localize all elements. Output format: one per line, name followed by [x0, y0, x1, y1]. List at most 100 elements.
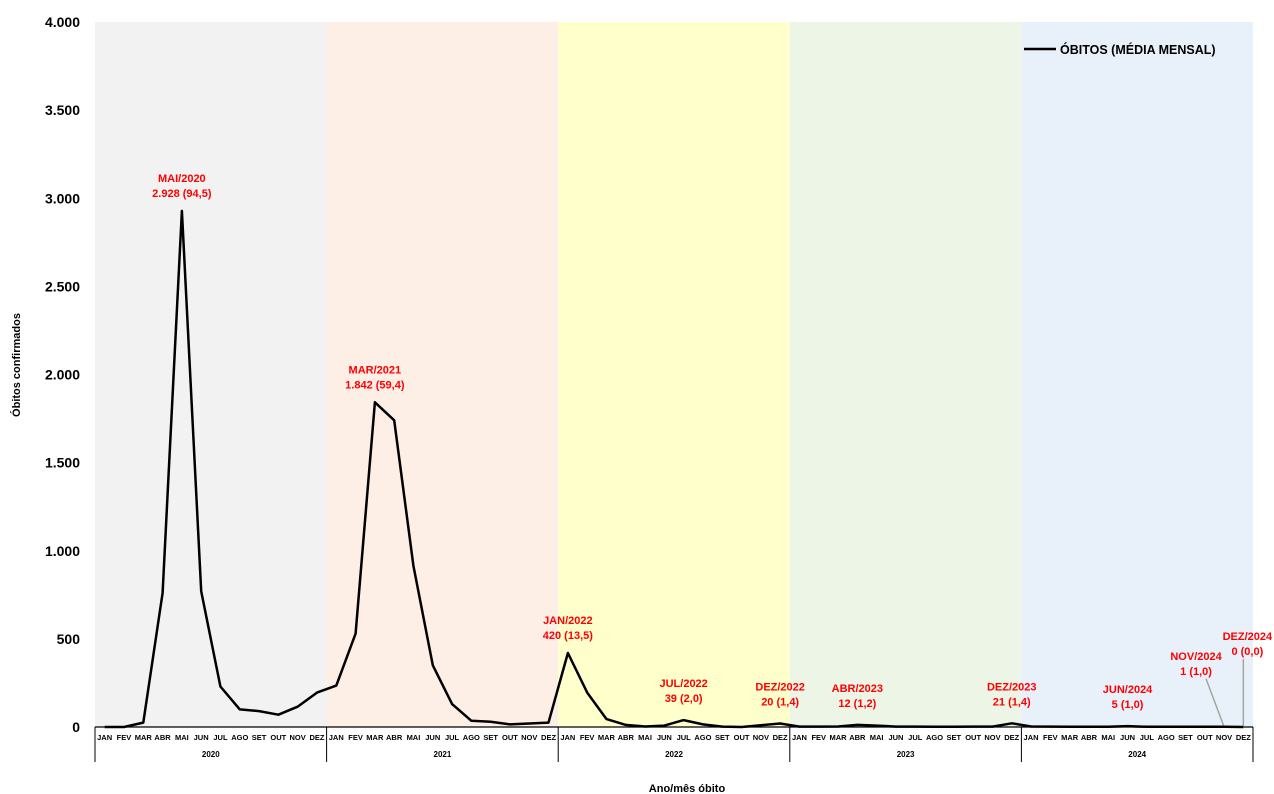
x-tick-month: DEZ: [309, 733, 324, 742]
x-tick-month: JAN: [97, 733, 112, 742]
y-axis-ticks: 0 500 1.000 1.500 2.000 2.500 3.000 3.500 4.000: [45, 14, 80, 735]
annotation-label: 420 (13,5): [543, 630, 593, 642]
x-tick-month: OUT: [270, 733, 286, 742]
x-tick-month: JUL: [1140, 733, 1155, 742]
x-tick-month: JUN: [194, 733, 209, 742]
annotation-label: 20 (1,4): [761, 696, 799, 708]
annotation-label: 1.842 (59,4): [345, 379, 405, 391]
annotation-label: DEZ/2022: [755, 681, 805, 693]
annotation-label: 21 (1,4): [993, 696, 1031, 708]
x-tick-month: JUN: [888, 733, 903, 742]
x-tick-month: SET: [252, 733, 267, 742]
y-tick-label: 1.500: [45, 455, 80, 471]
y-tick-label: 1.000: [45, 543, 80, 559]
year-bands: [95, 22, 1253, 727]
annotation-label: NOV/2024: [1170, 651, 1222, 663]
x-tick-month: NOV: [984, 733, 1000, 742]
x-tick-month: MAI: [870, 733, 884, 742]
x-tick-month: FEV: [811, 733, 826, 742]
x-tick-month: JUL: [445, 733, 460, 742]
x-tick-month: NOV: [290, 733, 306, 742]
x-tick-month: AGO: [231, 733, 248, 742]
y-tick-label: 500: [57, 631, 81, 647]
x-tick-month: OUT: [734, 733, 750, 742]
y-tick-label: 2.000: [45, 367, 80, 383]
x-tick-month: FEV: [580, 733, 595, 742]
y-tick-label: 2.500: [45, 278, 80, 294]
x-tick-month: MAI: [638, 733, 652, 742]
x-tick-year: 2021: [434, 750, 452, 759]
x-tick-month: AGO: [463, 733, 480, 742]
x-tick-month: MAR: [1061, 733, 1079, 742]
x-tick-month: DEZ: [1004, 733, 1019, 742]
x-tick-year: 2020: [202, 750, 220, 759]
x-tick-month: OUT: [502, 733, 518, 742]
x-tick-month: JUL: [677, 733, 692, 742]
legend: ÓBITOS (MÉDIA MENSAL): [1024, 42, 1216, 57]
y-tick-label: 4.000: [45, 14, 80, 30]
x-axis-title: Ano/mês óbito: [649, 783, 726, 794]
annotation-label: DEZ/2023: [987, 681, 1037, 693]
annotation-label: JUL/2022: [659, 678, 707, 690]
x-tick-month: MAI: [175, 733, 189, 742]
x-tick-month: FEV: [348, 733, 363, 742]
annotations: MAI/2020 2.928 (94,5) MAR/2021 1.842 (59,4)…: [152, 173, 1273, 711]
x-tick-month: FEV: [117, 733, 132, 742]
x-tick-month: ABR: [386, 733, 403, 742]
series-lines: [104, 209, 1244, 729]
annotation-label: JAN/2022: [543, 615, 593, 627]
x-tick-month: JUN: [1120, 733, 1135, 742]
x-tick-month: ABR: [618, 733, 635, 742]
x-tick-month: ABR: [154, 733, 171, 742]
x-tick-month: JAN: [329, 733, 344, 742]
x-tick-month: SET: [715, 733, 730, 742]
x-tick-month: JUN: [657, 733, 672, 742]
x-tick-month: MAI: [407, 733, 421, 742]
annotation-label: ABR/2023: [832, 683, 883, 695]
x-tick-month: MAR: [830, 733, 848, 742]
x-tick-month: JUL: [213, 733, 228, 742]
annotation-label: JUN/2024: [1103, 684, 1153, 696]
year-band-2022: [558, 22, 790, 727]
x-tick-month: SET: [947, 733, 962, 742]
x-tick-month: DEZ: [773, 733, 788, 742]
annotation-label: 5 (1,0): [1112, 699, 1144, 711]
x-tick-year: 2024: [1128, 750, 1146, 759]
annotation-leader: [1205, 678, 1225, 728]
x-tick-month: JAN: [1024, 733, 1039, 742]
x-tick-month: JAN: [560, 733, 575, 742]
annotation-label: 1 (1,0): [1180, 666, 1212, 678]
year-band-2023: [789, 22, 1022, 727]
annotation-label: 12 (1,2): [838, 698, 876, 710]
legend-label: ÓBITOS (MÉDIA MENSAL): [1060, 42, 1216, 57]
year-band-2021: [326, 22, 559, 727]
x-tick-month: OUT: [965, 733, 981, 742]
annotation-leaders: [1205, 659, 1245, 728]
x-tick-month: ABR: [1081, 733, 1098, 742]
x-tick-month: FEV: [1043, 733, 1058, 742]
y-axis-title: Óbitos confirmados: [10, 313, 23, 417]
x-tick-month: OUT: [1197, 733, 1213, 742]
x-tick-month: MAR: [598, 733, 616, 742]
x-axis: JAN FEV MAR ABR MAI JUN JUL AGO SET OUT NOV DEZ JAN F…: [94, 726, 1254, 762]
x-tick-month: AGO: [694, 733, 711, 742]
x-tick-month: DEZ: [1236, 733, 1251, 742]
x-tick-month: NOV: [521, 733, 537, 742]
x-tick-month: JUN: [425, 733, 440, 742]
y-tick-label: 3.500: [45, 102, 80, 118]
y-tick-label: 3.000: [45, 190, 80, 206]
year-band-2024: [1021, 22, 1253, 727]
x-tick-month: MAI: [1101, 733, 1115, 742]
annotation-label: MAR/2021: [349, 364, 402, 376]
x-tick-month: ABR: [849, 733, 866, 742]
year-band-2020: [95, 22, 327, 727]
x-tick-month: DEZ: [541, 733, 556, 742]
annotation-label: 0 (0,0): [1231, 646, 1263, 658]
x-tick-month: MAR: [366, 733, 384, 742]
x-tick-month: AGO: [1158, 733, 1175, 742]
x-tick-year: 2022: [665, 750, 683, 759]
annotation-label: DEZ/2024: [1223, 631, 1273, 643]
x-tick-month: AGO: [926, 733, 943, 742]
x-tick-month: SET: [483, 733, 498, 742]
